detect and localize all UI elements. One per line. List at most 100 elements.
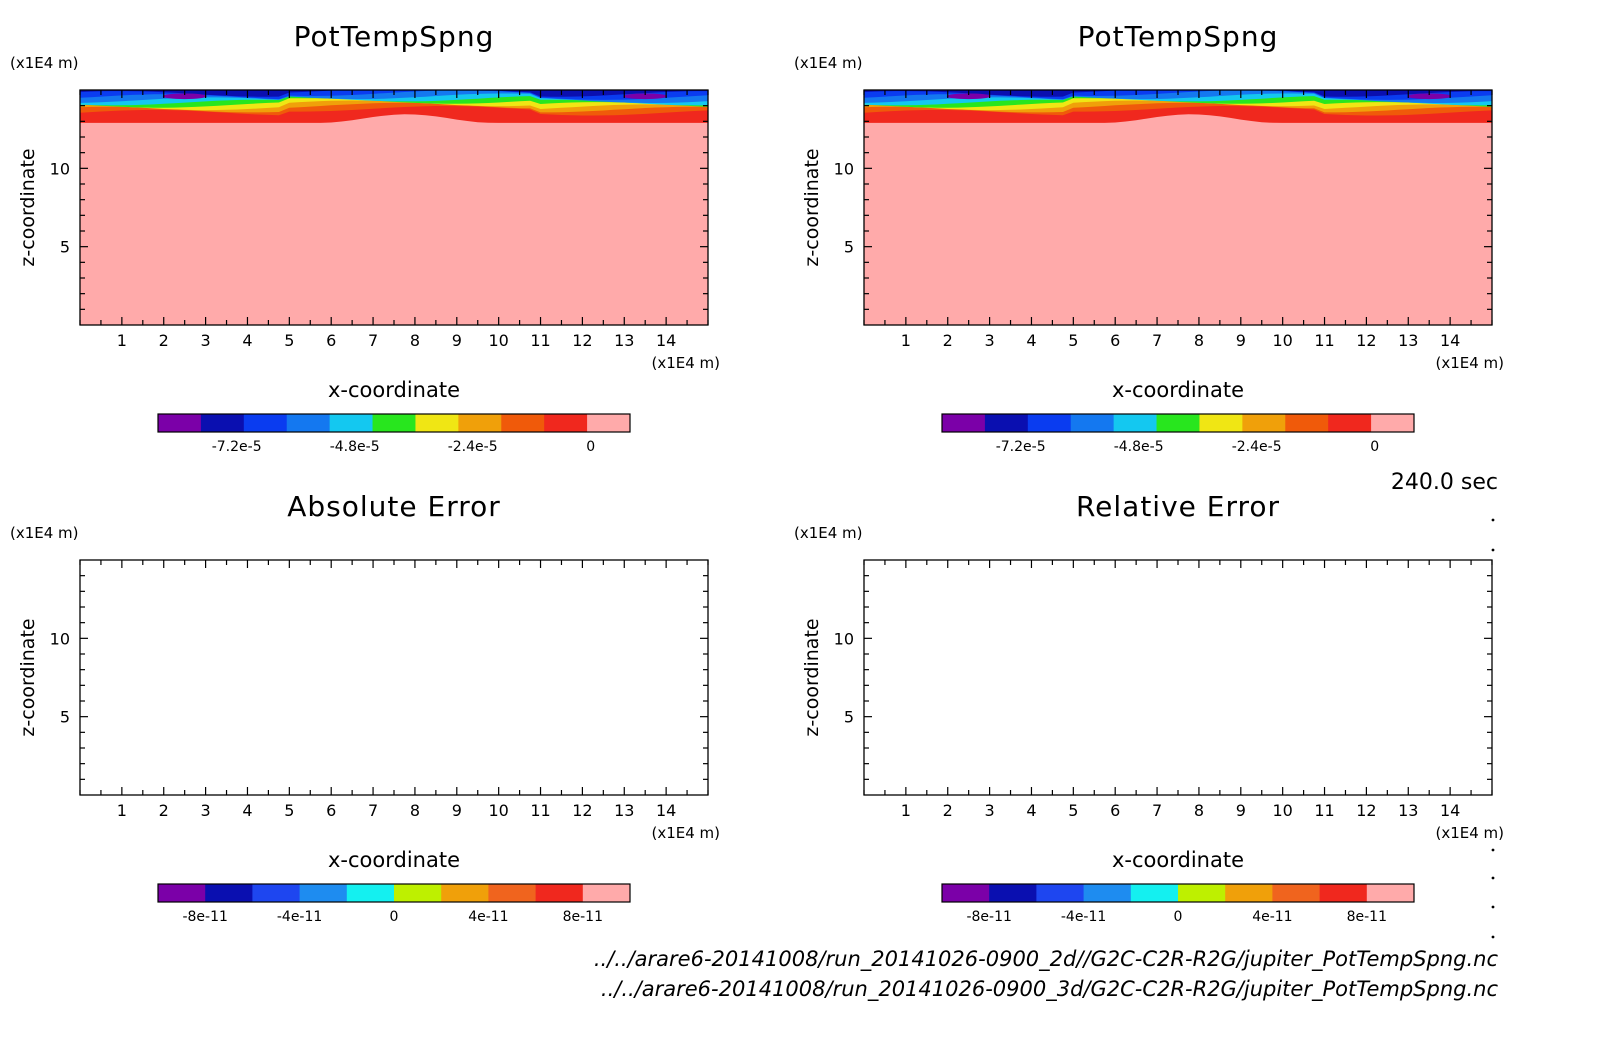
y-tick-label: 10 — [834, 629, 854, 648]
colorbar: -8e-11 -4e-11 0 4e-11 8e-11 — [157, 883, 631, 925]
x-tick-label: 12 — [572, 331, 592, 350]
x-tick-label: 6 — [326, 331, 336, 350]
colorbar-swatch — [441, 884, 489, 902]
colorbar-tick-label: 0 — [390, 909, 399, 925]
colorbar-swatch — [252, 884, 301, 902]
field-patch-1 — [1407, 93, 1452, 100]
x-tick-label: 1 — [901, 331, 911, 350]
chart-title: PotTempSpng — [294, 20, 495, 53]
colorbar-swatch — [415, 414, 459, 432]
colorbar-swatch — [1199, 414, 1243, 432]
colorbar-swatch — [299, 884, 348, 902]
x-tick-label: 14 — [1440, 801, 1460, 820]
colorbar-swatch — [372, 414, 416, 432]
x-tick-label: 5 — [284, 801, 294, 820]
time-label: 240.0 sec — [1391, 470, 1498, 495]
field-background — [864, 90, 1492, 325]
x-tick-label: 1 — [901, 801, 911, 820]
x-tick-label: 13 — [614, 331, 634, 350]
colorbar-swatch — [1319, 884, 1368, 902]
colorbar-swatch — [286, 414, 331, 432]
colorbar-swatch — [394, 884, 442, 902]
x-tick-label: 3 — [201, 801, 211, 820]
file-path-2d: ../../arare6-20141008/run_20141026-0900_… — [594, 947, 1499, 972]
field-patch-0 — [946, 93, 991, 100]
x-axis-label: x-coordinate — [1112, 378, 1244, 402]
colorbar-tick-label: 4e-11 — [1252, 909, 1292, 925]
x-tick-label: 12 — [1356, 801, 1376, 820]
colorbar-swatch — [1272, 884, 1321, 902]
y-tick-label: 5 — [844, 708, 854, 727]
y-unit-label: (x1E4 m) — [794, 54, 863, 72]
colorbar-tick-label: 0 — [1370, 439, 1379, 455]
x-tick-label: 3 — [985, 331, 995, 350]
colorbar-swatch — [1156, 414, 1200, 432]
x-axis-label: x-coordinate — [328, 848, 460, 872]
y-tick-label: 10 — [50, 159, 70, 178]
x-ticks — [863, 90, 1493, 325]
colorbar-tick-label: 4e-11 — [468, 909, 508, 925]
x-tick-label: 10 — [488, 801, 508, 820]
y-ticks — [864, 575, 1492, 780]
colorbar-tick-label: -4e-11 — [1061, 909, 1106, 925]
x-ticks — [79, 90, 709, 325]
x-tick-label: 9 — [452, 331, 462, 350]
heatmap-field — [80, 90, 708, 325]
colorbar-swatch — [1130, 884, 1179, 902]
colorbar-frame — [157, 413, 631, 433]
x-tick-label: 4 — [242, 331, 252, 350]
chart-panel-3: Absolute Error(x1E4 m)1 2 3 4 5 6 7 8 9 10 11 12 13 1… — [10, 490, 720, 925]
colorbar-tick-label: -4.8e-5 — [330, 439, 380, 455]
y-tick-label: 10 — [834, 159, 854, 178]
colorbar-swatch — [329, 414, 374, 432]
x-tick-label: 11 — [530, 801, 550, 820]
colorbar-swatch — [1113, 414, 1158, 432]
colorbar-swatch — [243, 414, 288, 432]
x-tick-label: 6 — [1110, 801, 1120, 820]
colorbar-swatch — [587, 414, 631, 432]
x-tick-label: 5 — [284, 331, 294, 350]
colorbar-tick-label: -4e-11 — [277, 909, 322, 925]
colorbar-swatch — [1027, 414, 1072, 432]
x-tick-label: 1 — [117, 331, 127, 350]
x-tick-label: 13 — [1398, 801, 1418, 820]
x-tick-label: 8 — [410, 331, 420, 350]
y-ticks — [80, 575, 708, 780]
x-tick-label: 2 — [943, 801, 953, 820]
x-tick-label: 10 — [1272, 331, 1292, 350]
colorbar-tick-label: -2.4e-5 — [1232, 439, 1282, 455]
chart-title: PotTempSpng — [1078, 20, 1279, 53]
colorbar-frame — [941, 883, 1415, 903]
colorbar-swatch — [942, 414, 986, 432]
heatmap-field — [864, 90, 1492, 325]
y-axis-label: z-coordinate — [801, 148, 823, 266]
x-tick-label: 12 — [572, 801, 592, 820]
x-tick-label: 4 — [1026, 331, 1036, 350]
x-ticks — [79, 560, 709, 795]
field-band-7 — [864, 90, 1492, 97]
colorbar-swatch — [582, 884, 631, 902]
colorbar-swatch — [1285, 414, 1329, 432]
x-tick-label: 14 — [656, 801, 676, 820]
chart-title: Relative Error — [1076, 490, 1280, 523]
x-tick-label: 4 — [1026, 801, 1036, 820]
colorbar-tick-label: -2.4e-5 — [448, 439, 498, 455]
margin-dot — [1491, 876, 1495, 880]
colorbar-tick-label: -7.2e-5 — [212, 439, 262, 455]
x-tick-label: 12 — [1356, 331, 1376, 350]
colorbar-tick-label: -7.2e-5 — [996, 439, 1046, 455]
x-tick-label: 6 — [326, 801, 336, 820]
field-patch-1 — [623, 93, 668, 100]
x-tick-label: 11 — [530, 331, 550, 350]
x-tick-label: 8 — [410, 801, 420, 820]
y-tick-label: 5 — [844, 238, 854, 257]
x-tick-label: 11 — [1314, 331, 1334, 350]
margin-dot — [1491, 905, 1495, 909]
x-unit-label: (x1E4 m) — [651, 824, 720, 842]
x-unit-label: (x1E4 m) — [651, 354, 720, 372]
y-ticks — [80, 105, 708, 310]
margin-dot — [1491, 548, 1495, 552]
x-tick-label: 7 — [1152, 801, 1162, 820]
x-tick-label: 8 — [1194, 801, 1204, 820]
x-tick-label: 5 — [1068, 801, 1078, 820]
